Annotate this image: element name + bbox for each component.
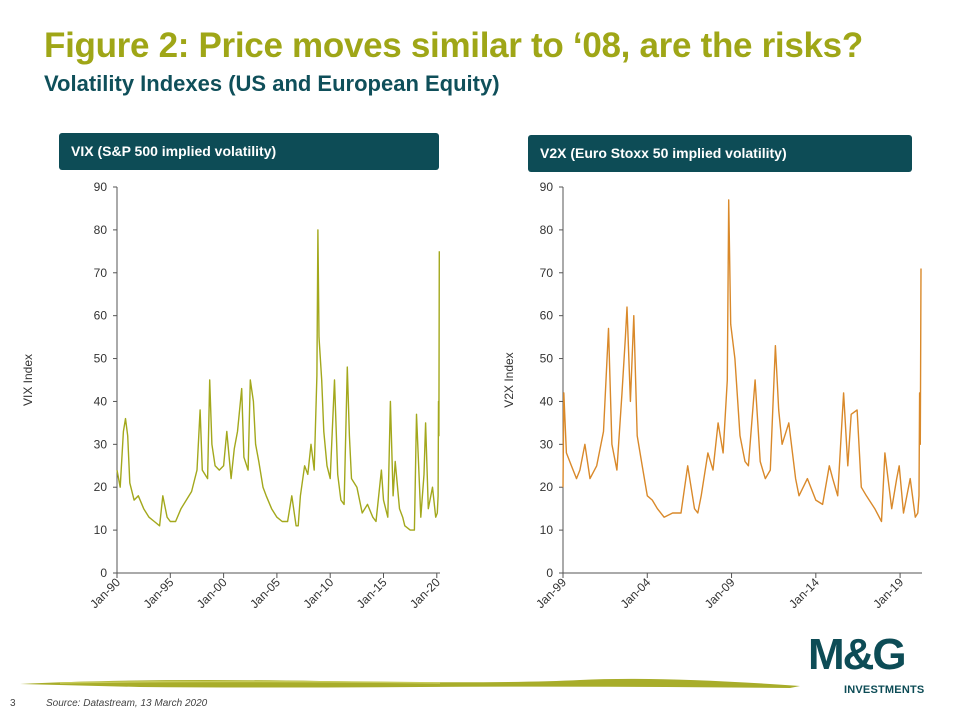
y-tick-label: 70	[540, 266, 554, 280]
figure-subtitle: Volatility Indexes (US and European Equi…	[44, 71, 500, 96]
y-tick-label: 20	[94, 480, 108, 494]
y-tick-label: 60	[540, 309, 554, 323]
mg-logo: M&G INVESTMENTS	[808, 630, 928, 700]
x-tick-label: Jan-99	[533, 575, 569, 611]
y-tick-label: 90	[94, 180, 108, 194]
y-tick-label: 40	[94, 394, 108, 408]
x-tick-label: Jan-19	[870, 575, 906, 611]
x-tick-label: Jan-09	[702, 575, 738, 611]
y-tick-label: 10	[540, 523, 554, 537]
y-tick-label: 80	[94, 223, 108, 237]
figure-title: Figure 2: Price moves similar to ‘08, ar…	[44, 26, 863, 65]
x-tick-label: Jan-20	[407, 575, 443, 611]
x-tick-label: Jan-14	[786, 575, 822, 611]
x-tick-label: Jan-10	[300, 575, 336, 611]
y-tick-label: 30	[94, 437, 108, 451]
x-tick-label: Jan-95	[141, 575, 177, 611]
y-tick-label: 90	[540, 180, 554, 194]
y-tick-label: 70	[94, 266, 108, 280]
logo-wordmark: INVESTMENTS	[844, 684, 925, 696]
page-number: 3	[10, 698, 16, 709]
y-tick-label: 0	[100, 566, 107, 580]
y-tick-label: 50	[540, 352, 554, 366]
brush-stroke-divider	[20, 678, 800, 688]
y-tick-label: 10	[94, 523, 108, 537]
y-tick-label: 80	[540, 223, 554, 237]
y-tick-label: 0	[546, 566, 553, 580]
x-tick-label: Jan-04	[618, 575, 654, 611]
y-tick-label: 30	[540, 437, 554, 451]
logo-mark: M&G	[808, 630, 907, 679]
v2x-chart: 0 10 20 30 40 50 60 70 80 90 Jan-99 Jan-04 Jan-09 Jan…	[502, 180, 922, 611]
x-tick-label: Jan-05	[247, 575, 283, 611]
v2x-panel-header: V2X (Euro Stoxx 50 implied volatility)	[528, 135, 912, 172]
x-tick-label: Jan-00	[194, 575, 230, 611]
vix-panel-header: VIX (S&P 500 implied volatility)	[59, 133, 439, 170]
y-tick-label: 20	[540, 480, 554, 494]
series-line-vix	[116, 229, 440, 531]
x-tick-label: Jan-15	[354, 575, 390, 611]
y-tick-label: 40	[540, 394, 554, 408]
vix-chart: 0 10 20 30 40 50 60 70 80 90 Jan-90 Jan-95 Jan-00 Jan…	[21, 180, 443, 611]
x-tick-label: Jan-90	[87, 575, 123, 611]
y-axis-label: VIX Index	[21, 354, 35, 406]
series-line-v2x	[562, 199, 922, 523]
y-tick-label: 50	[94, 352, 108, 366]
y-tick-label: 60	[94, 309, 108, 323]
y-axis-label: V2X Index	[502, 352, 516, 407]
source-note: Source: Datastream, 13 March 2020	[46, 698, 208, 709]
